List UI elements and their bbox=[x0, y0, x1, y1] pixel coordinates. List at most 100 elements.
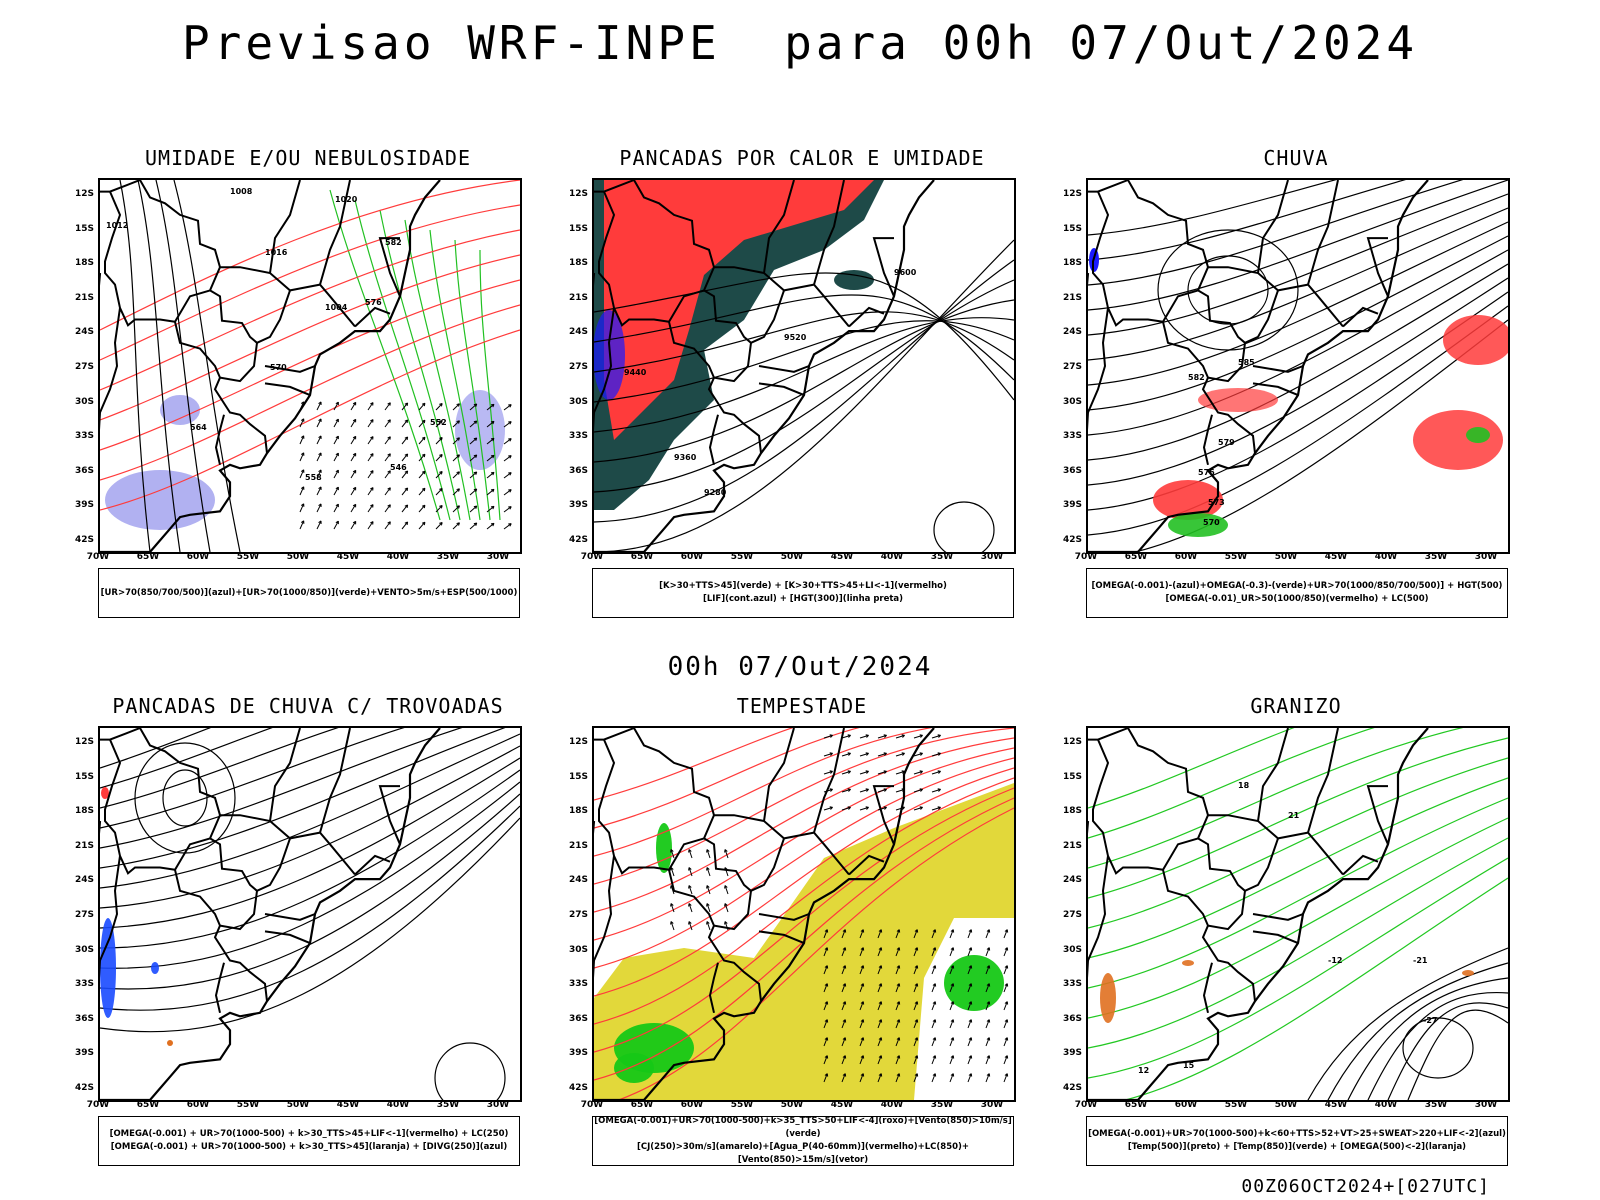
lon-tick-label: 65W bbox=[1124, 552, 1148, 562]
lat-tick-label: 36S bbox=[568, 1013, 588, 1024]
map-borders bbox=[100, 180, 401, 466]
forecast-map[interactable]: 9600 9520 9440 9360 9280 bbox=[592, 178, 1016, 554]
lon-tick-label: 45W bbox=[830, 552, 854, 562]
contour-label: 9360 bbox=[674, 453, 697, 462]
lat-tick-label: 12S bbox=[1062, 737, 1082, 747]
map-borders bbox=[1088, 728, 1389, 1014]
pressure-contours bbox=[119, 180, 241, 552]
forecast-map[interactable]: -12 -21 -27 12 15 18 21 bbox=[1086, 726, 1510, 1102]
lon-tick-label: 40W bbox=[880, 1100, 904, 1110]
contour-label: 576 bbox=[1198, 468, 1215, 477]
wind-vectors bbox=[823, 734, 941, 811]
moist-area bbox=[834, 270, 874, 290]
lat-tick-label: 36S bbox=[1062, 465, 1082, 476]
lon-tick-label: 55W bbox=[236, 1100, 260, 1110]
contour-label: 579 bbox=[1218, 438, 1235, 447]
forecast-map[interactable]: 1008 1012 1016 1004 1020 582 576 570 564 558 552 54… bbox=[98, 178, 522, 554]
contour-label: 1008 bbox=[230, 187, 253, 196]
contour-label: 9520 bbox=[784, 333, 807, 342]
wind-vectors bbox=[299, 401, 512, 530]
lat-tick-label: 27S bbox=[1062, 910, 1082, 920]
lon-tick-label: 70W bbox=[580, 552, 604, 562]
streamlines bbox=[1187, 255, 1269, 325]
run-info-label: 00Z06OCT2024+[027UTC] bbox=[1241, 1176, 1490, 1197]
lon-tick-label: 50W bbox=[780, 552, 804, 562]
lat-tick-label: 12S bbox=[74, 737, 94, 747]
map-coastline bbox=[594, 180, 935, 552]
map-coastline bbox=[1088, 728, 1429, 1100]
lat-tick-label: 30S bbox=[1062, 396, 1082, 407]
legend-line: [OMEGA(-0.001)-(azul)+OMEGA(-0.3)-(verde… bbox=[1091, 581, 1503, 591]
main-title: Previsao WRF-INPE para 00h 07/Out/2024 bbox=[181, 16, 1419, 70]
lat-tick-label: 15S bbox=[74, 223, 94, 234]
legend-line: [OMEGA(-0.001)+UR>70(1000-500)+k<60+TTS>… bbox=[1088, 1129, 1506, 1139]
legend-line: [UR>70(850/700/500)](azul)+[UR>70(1000/8… bbox=[100, 587, 518, 598]
map-canvas: 585 582 579 576 573 570 bbox=[1088, 180, 1508, 552]
lon-tick-label: 30W bbox=[1474, 552, 1498, 562]
lon-tick-label: 60W bbox=[186, 552, 210, 562]
lon-tick-label: 60W bbox=[680, 552, 704, 562]
lat-tick-label: 12S bbox=[568, 737, 588, 747]
wind-vectors bbox=[670, 849, 729, 931]
strong-rain-area bbox=[1168, 513, 1228, 537]
lat-tick-label: 18S bbox=[1062, 258, 1082, 269]
map-borders bbox=[594, 728, 895, 1014]
lon-tick-label: 60W bbox=[1174, 552, 1198, 562]
lat-tick-label: 18S bbox=[1062, 806, 1082, 817]
lon-tick-label: 35W bbox=[930, 552, 954, 562]
lat-tick-label: 27S bbox=[74, 910, 94, 920]
legend-line: [OMEGA(-0.01)_UR>50(1000/850)(vermelho) … bbox=[1165, 594, 1429, 604]
lat-tick-label: 15S bbox=[1062, 223, 1082, 234]
lon-tick-label: 30W bbox=[486, 1100, 510, 1110]
legend-line: [OMEGA(-0.001) + UR>70(1000-500) + k>30_… bbox=[110, 1142, 508, 1152]
forecast-map[interactable]: 585 582 579 576 573 570 bbox=[1086, 178, 1510, 554]
legend-box: [OMEGA(-0.001)+UR>70(1000-500)+k<60+TTS>… bbox=[1086, 1116, 1508, 1166]
lon-tick-label: 50W bbox=[286, 552, 310, 562]
lon-tick-label: 55W bbox=[1224, 1100, 1248, 1110]
map-borders bbox=[100, 728, 401, 1014]
lat-tick-label: 21S bbox=[74, 840, 94, 851]
lat-tick-label: 39S bbox=[568, 1048, 588, 1059]
lat-tick-label: 33S bbox=[1062, 979, 1082, 990]
lat-tick-label: 15S bbox=[568, 771, 588, 782]
lon-tick-label: 50W bbox=[286, 1100, 310, 1110]
lat-tick-label: 30S bbox=[74, 944, 94, 955]
lat-tick-label: 42S bbox=[1062, 1083, 1082, 1093]
lat-tick-label: 30S bbox=[74, 396, 94, 407]
legend-line: [K>30+TTS>45](verde) + [K>30+TTS>45+LI<-… bbox=[659, 581, 947, 591]
omega-area bbox=[1462, 970, 1474, 976]
omega-area bbox=[1100, 973, 1116, 1023]
lat-tick-label: 42S bbox=[74, 535, 94, 545]
lat-tick-label: 18S bbox=[74, 806, 94, 817]
lon-tick-label: 30W bbox=[980, 552, 1004, 562]
lat-tick-label: 27S bbox=[1062, 362, 1082, 372]
lat-tick-label: 33S bbox=[74, 979, 94, 990]
lat-tick-label: 30S bbox=[568, 944, 588, 955]
contour-label: 1016 bbox=[265, 248, 288, 257]
wind-area bbox=[656, 823, 672, 873]
lat-tick-label: 24S bbox=[74, 327, 94, 338]
wind-area bbox=[944, 955, 1004, 1011]
humidity-low-contours bbox=[329, 189, 501, 521]
wind-area bbox=[614, 1053, 654, 1083]
humidity-high-area bbox=[455, 390, 505, 470]
lon-tick-label: 65W bbox=[630, 552, 654, 562]
contour-label: 1004 bbox=[325, 303, 348, 312]
lat-tick-label: 27S bbox=[568, 362, 588, 372]
forecast-map[interactable] bbox=[98, 726, 522, 1102]
wind-vectors bbox=[823, 929, 1009, 1083]
lat-tick-label: 24S bbox=[74, 875, 94, 886]
contour-label: 558 bbox=[305, 473, 322, 482]
lon-tick-label: 40W bbox=[386, 552, 410, 562]
forecast-map[interactable] bbox=[592, 726, 1016, 1102]
lat-tick-label: 36S bbox=[74, 1013, 94, 1024]
lat-tick-label: 21S bbox=[1062, 840, 1082, 851]
lon-tick-label: 50W bbox=[1274, 552, 1298, 562]
map-borders bbox=[594, 180, 895, 466]
lat-tick-label: 27S bbox=[568, 910, 588, 920]
strong-rain-area bbox=[1466, 427, 1490, 443]
lat-tick-label: 36S bbox=[1062, 1013, 1082, 1024]
lat-tick-label: 39S bbox=[1062, 500, 1082, 511]
legend-box: [K>30+TTS>45](verde) + [K>30+TTS>45+LI<-… bbox=[592, 568, 1014, 618]
lat-tick-label: 30S bbox=[1062, 944, 1082, 955]
